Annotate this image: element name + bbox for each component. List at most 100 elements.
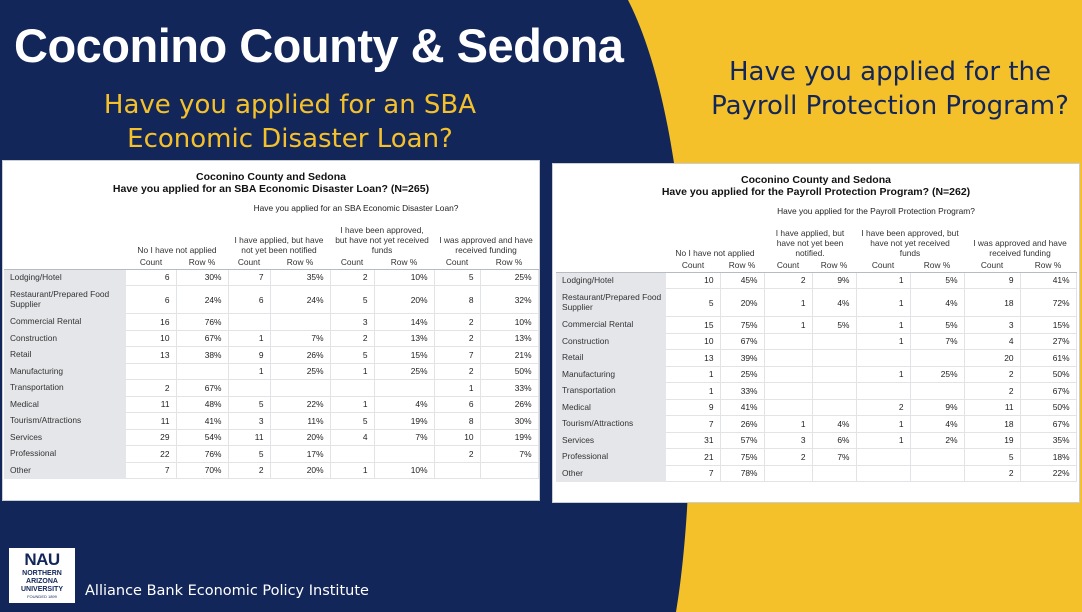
row-percent-cell [812,382,857,400]
row-percent-cell: 25% [480,269,539,286]
count-cell: 2 [764,448,813,466]
row-percent-cell: 13% [374,330,435,347]
sba-loan-table-panel: Coconino County and Sedona Have you appl… [2,160,540,501]
row-percent-cell: 41% [720,399,765,416]
group-header-row: No I have not applied I have applied, bu… [4,221,538,255]
count-cell: 31 [666,432,721,449]
table-row: Tourism/Attractions 7 26% 1 4% 1 4% 18 67% [556,415,1077,433]
count-cell [434,462,481,479]
row-label: Construction [4,330,126,347]
count-cell: 4 [330,429,375,446]
row-percent-cell: 10% [374,269,435,286]
row-percent-cell: 5% [910,272,965,289]
row-percent-cell: 4% [374,396,435,413]
count-cell: 21 [666,448,721,466]
count-cell: 6 [126,285,177,314]
row-percent-cell: 50% [480,363,539,380]
row-label: Services [4,429,126,446]
row-percent-cell: 38% [176,346,229,364]
row-label: Restaurant/Prepared Food Supplier [4,285,126,314]
row-label: Manufacturing [556,366,666,383]
row-percent-cell: 4% [910,288,965,317]
table-row: Medical 11 48% 5 22% 1 4% 6 26% [4,396,539,413]
row-percent-cell: 17% [270,445,331,463]
row-percent-cell: 4% [812,415,857,433]
stub-header [556,224,666,258]
count-cell: 11 [126,412,177,430]
count-cell: 1 [666,382,721,400]
row-label: Professional [556,448,666,465]
row-label: Commercial Rental [4,313,126,330]
table-row: Restaurant/Prepared Food Supplier 6 24% 6 24… [4,285,539,314]
logo-line-1: NORTHERN [22,570,62,577]
count-cell: 13 [126,346,177,364]
row-percent-cell: 7% [270,330,331,347]
group-header-row: No I have not applied I have applied, bu… [556,224,1076,258]
row-percent-cell: 70% [176,462,229,479]
crosstab-table: No I have not applied I have applied, bu… [4,221,539,479]
row-label: Construction [556,333,666,350]
row-percent-cell: 9% [812,272,857,289]
column-subheader: Count [434,255,481,270]
row-percent-cell: 6% [812,432,857,449]
row-label: Transportation [4,379,126,396]
row-percent-cell: 39% [720,349,765,367]
count-cell: 3 [764,432,813,449]
table-title: Coconino County and Sedona [741,174,891,186]
row-label: Professional [4,445,126,462]
row-percent-cell: 4% [910,415,965,433]
table-row: Manufacturing 1 25% 1 25% 2 50% [4,363,539,380]
row-percent-cell: 35% [1020,432,1077,449]
row-percent-cell: 30% [176,269,229,286]
count-cell: 7 [434,346,481,364]
count-cell: 1 [856,432,911,449]
row-percent-cell: 25% [910,366,965,383]
table-row: Professional 22 76% 5 17% 2 7% [4,445,539,463]
count-cell: 20 [964,349,1021,367]
row-label: Services [556,432,666,449]
column-subheader: Count [964,258,1021,273]
count-cell: 5 [330,285,375,314]
count-cell: 1 [856,415,911,433]
count-cell: 8 [434,285,481,314]
row-percent-cell [176,363,229,380]
row-percent-cell: 5% [812,316,857,334]
logo-founded: FOUNDED 1899 [27,594,57,599]
row-label: Other [556,465,666,482]
row-percent-cell: 54% [176,429,229,446]
column-subheader: Row % [910,258,965,273]
row-percent-cell: 33% [720,382,765,400]
table-row: Services 31 57% 3 6% 1 2% 19 35% [556,432,1077,449]
count-cell: 22 [126,445,177,463]
table-row: Services 29 54% 11 20% 4 7% 10 19% [4,429,539,446]
row-percent-cell: 20% [270,429,331,446]
row-percent-cell: 67% [176,330,229,347]
row-percent-cell: 67% [1020,382,1077,400]
row-label: Tourism/Attractions [4,412,126,429]
count-cell: 2 [964,465,1021,482]
count-cell [126,363,177,380]
row-percent-cell: 20% [374,285,435,314]
table-row: Commercial Rental 15 75% 1 5% 1 5% 3 15% [556,316,1077,334]
count-cell: 1 [330,462,375,479]
stub-subheader [4,255,126,270]
table-question: Have you applied for the Payroll Protect… [661,186,971,198]
table-row: Retail 13 38% 9 26% 5 15% 7 21% [4,346,539,364]
row-percent-cell [812,349,857,367]
count-cell: 6 [228,285,271,314]
table-row: Other 7 70% 2 20% 1 10% [4,462,539,479]
count-cell: 1 [856,366,911,383]
count-cell: 11 [228,429,271,446]
table-row: Manufacturing 1 25% 1 25% 2 50% [556,366,1077,383]
row-percent-cell: 24% [176,285,229,314]
row-percent-cell: 41% [1020,272,1077,289]
count-cell [764,366,813,383]
table-row: Restaurant/Prepared Food Supplier 5 20% 1 4%… [556,288,1077,317]
count-cell: 2 [330,269,375,286]
nau-logo: NAU NORTHERN ARIZONA UNIVERSITY FOUNDED … [9,548,75,603]
count-cell: 7 [126,462,177,479]
count-cell: 6 [126,269,177,286]
column-subheader: Count [764,258,812,273]
row-percent-cell: 48% [176,396,229,413]
count-cell: 5 [434,269,481,286]
